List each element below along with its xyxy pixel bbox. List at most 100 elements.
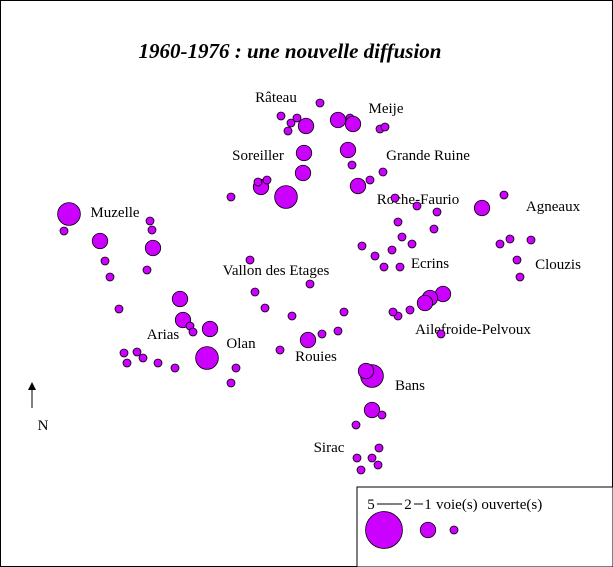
legend-bubble [449, 525, 459, 535]
route-bubble [274, 185, 298, 209]
route-bubble [114, 304, 124, 314]
route-bubble [356, 465, 366, 475]
route-bubble [344, 115, 362, 133]
place-label: Arias [147, 327, 180, 343]
route-bubble [188, 327, 198, 337]
route-bubble [59, 226, 69, 236]
route-bubble [119, 348, 129, 358]
route-bubble [357, 241, 367, 251]
legend-unit: voie(s) ouverte(s) [436, 497, 542, 513]
route-bubble [317, 329, 327, 339]
route-bubble [250, 287, 260, 297]
route-bubble [260, 303, 270, 313]
place-label: Muzelle [90, 205, 139, 221]
route-bubble [512, 255, 522, 265]
route-bubble [397, 232, 407, 242]
place-label: Ailefroide-Pelvoux [415, 322, 531, 338]
route-bubble [329, 111, 347, 129]
route-bubble [370, 251, 380, 261]
route-bubble [153, 358, 163, 368]
route-bubble [352, 453, 362, 463]
legend-value: 1 [424, 497, 432, 513]
route-bubble [275, 345, 285, 355]
legend: 5 2 1 voie(s) ouverte(s) [365, 497, 542, 549]
route-bubble [379, 262, 389, 272]
route-bubble [132, 347, 142, 357]
legend-value: 2 [404, 497, 412, 513]
route-bubble [380, 122, 390, 132]
place-label: Meije [369, 101, 404, 117]
route-bubble [429, 224, 439, 234]
route-bubble [170, 363, 180, 373]
route-bubble [351, 420, 361, 430]
route-bubble [407, 239, 417, 249]
route-bubble [145, 216, 155, 226]
route-bubble [505, 234, 515, 244]
route-bubble [122, 358, 132, 368]
route-bubble [276, 111, 286, 121]
title: 1960-1976 : une nouvelle diffusion [139, 39, 442, 63]
route-bubble [347, 160, 357, 170]
place-label: Bans [395, 378, 425, 394]
route-bubble [226, 378, 236, 388]
route-bubble [393, 217, 403, 227]
route-bubble [373, 460, 383, 470]
place-label: Clouzis [535, 257, 581, 273]
route-bubble [416, 294, 434, 312]
route-bubble [226, 192, 236, 202]
place-label: Soreiller [232, 148, 284, 164]
route-bubble [91, 232, 109, 250]
route-bubble [294, 164, 312, 182]
route-bubble [349, 177, 367, 195]
place-label: Vallon des Etages [223, 263, 330, 279]
route-bubble [201, 320, 219, 338]
route-bubble [144, 239, 162, 257]
route-bubble [287, 311, 297, 321]
route-bubble [365, 175, 375, 185]
route-bubble [305, 279, 315, 289]
legend-value: 5 [367, 497, 375, 513]
route-bubble [499, 190, 509, 200]
route-bubble [388, 307, 398, 317]
route-bubble [339, 141, 357, 159]
place-label: Rouies [295, 349, 337, 365]
legend-bubble [365, 511, 403, 549]
route-bubble [138, 353, 148, 363]
route-bubble [299, 331, 317, 349]
route-bubble [387, 245, 397, 255]
place-label: Sirac [314, 440, 345, 456]
place-label: Agneaux [526, 199, 581, 215]
place-label: Olan [226, 336, 256, 352]
route-bubble [339, 307, 349, 317]
place-label: Grande Ruine [386, 148, 470, 164]
route-bubble [333, 326, 343, 336]
route-bubble [262, 175, 272, 185]
route-bubble [283, 126, 293, 136]
place-label: Ecrins [411, 256, 449, 272]
route-bubble [390, 193, 400, 203]
route-bubble [147, 225, 157, 235]
route-bubble [105, 272, 115, 282]
route-bubble [297, 117, 315, 135]
place-label: Râteau [255, 90, 297, 106]
route-bubble [432, 207, 442, 217]
route-bubble [171, 290, 189, 308]
route-bubble [367, 453, 377, 463]
route-bubble [286, 118, 296, 128]
route-bubble [473, 199, 491, 217]
route-bubble [395, 262, 405, 272]
legend-bubble [419, 521, 437, 539]
north-label: N [38, 418, 49, 434]
route-bubble [377, 410, 387, 420]
route-bubble [231, 363, 241, 373]
route-bubble [292, 113, 302, 123]
route-bubble [100, 256, 110, 266]
route-bubble [405, 305, 415, 315]
route-bubble [515, 272, 525, 282]
route-bubble [295, 144, 313, 162]
points [57, 98, 536, 475]
route-bubble [495, 239, 505, 249]
route-bubble [253, 177, 263, 187]
